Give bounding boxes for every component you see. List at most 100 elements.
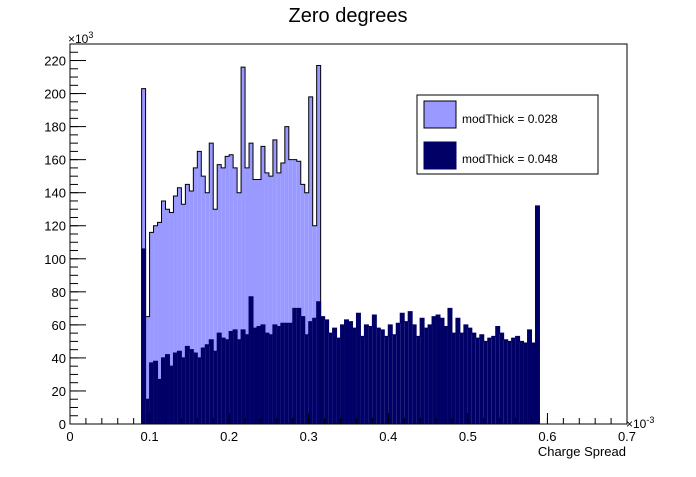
series-1-bar — [245, 167, 250, 425]
series-2-bar — [249, 296, 254, 424]
series-2-bar — [487, 338, 492, 424]
y-tick-label: 160 — [44, 153, 66, 168]
series-2-bar — [503, 339, 508, 424]
series-1-bar — [193, 167, 198, 425]
series-2-bar — [340, 324, 345, 424]
x-tick-label: 0.5 — [459, 429, 477, 444]
series-2-bar — [165, 354, 170, 424]
series-2-bar — [467, 328, 472, 424]
series-1-bar — [268, 176, 273, 424]
series-2-bar — [245, 334, 250, 424]
series-2-bar — [495, 326, 500, 424]
series-1-bar — [300, 184, 305, 424]
series-1-bar — [296, 161, 301, 424]
series-1-bar — [209, 143, 214, 424]
y-axis-multiplier: ×103 — [68, 30, 93, 46]
series-2-bar — [197, 357, 202, 424]
y-tick-label: 200 — [44, 87, 66, 102]
series-2-bar — [157, 379, 162, 424]
series-2-bar — [256, 326, 261, 424]
series-layer — [141, 64, 540, 425]
y-tick-label: 140 — [44, 186, 66, 201]
series-2-bar — [292, 308, 297, 424]
series-2-bar — [241, 329, 246, 424]
series-2-bar — [388, 324, 393, 424]
series-2-bar — [276, 326, 281, 424]
series-2-bar — [304, 334, 309, 424]
y-axis: 0 20 40 60 80 100 120 140 160 180 200 220 — [44, 43, 86, 432]
series-2-bar — [201, 348, 206, 424]
series-2-bar — [463, 324, 468, 424]
series-1-bar — [229, 154, 234, 424]
series-1-bar — [316, 65, 321, 424]
series-2-bar — [189, 349, 194, 424]
series-2-bar — [479, 334, 484, 424]
series-2-bar — [527, 329, 532, 424]
series-1-bar — [308, 96, 313, 424]
series-2-bar — [237, 339, 242, 424]
series-1-bar — [185, 184, 190, 424]
series-2-bar — [217, 333, 222, 424]
series-2-bar — [284, 323, 289, 424]
series-2-bar — [432, 316, 437, 424]
series-2-bar — [153, 361, 158, 424]
series-2-bar — [169, 366, 174, 424]
legend-swatch-series-1 — [423, 100, 457, 129]
series-2-bar — [264, 333, 269, 424]
series-1-bar — [177, 187, 182, 424]
series-2-bar — [209, 339, 214, 424]
series-1-bar — [189, 191, 194, 424]
series-2-bar — [475, 338, 480, 424]
series-2-bar — [447, 308, 452, 424]
series-2-bar — [384, 336, 389, 424]
y-tick-label: 80 — [52, 285, 66, 300]
series-1-bar — [292, 159, 297, 425]
series-2-bar — [392, 334, 397, 424]
series-1-bar — [201, 176, 206, 424]
series-2-bar — [523, 343, 528, 424]
legend-label-series-1: modThick = 0.028 — [462, 112, 558, 126]
x-tick-label: 0.2 — [220, 429, 238, 444]
series-2-bar — [360, 336, 365, 424]
series-1-bar — [288, 159, 293, 425]
series-2-bar — [356, 313, 361, 424]
series-2-bar — [380, 329, 385, 424]
series-1-bar — [173, 196, 178, 424]
series-2-bar — [260, 324, 265, 424]
series-1-bar — [264, 172, 269, 424]
series-2-bar — [507, 341, 512, 424]
series-2-bar — [368, 326, 373, 424]
y-tick-label: 60 — [52, 318, 66, 333]
series-2-bar — [420, 318, 425, 424]
series-2-bar — [288, 323, 293, 424]
series-2-bar — [416, 336, 421, 424]
series-1-bar — [260, 146, 265, 424]
series-1-bar — [280, 162, 285, 424]
series-2-bar — [424, 328, 429, 424]
series-2-bar — [412, 324, 417, 424]
series-2-bar — [253, 328, 257, 424]
series-2-bar — [400, 313, 405, 424]
series-2-bar — [316, 301, 321, 424]
series-2-bar — [511, 338, 516, 424]
series-2-bar — [324, 319, 329, 424]
series-1-bar — [233, 167, 238, 425]
series-1-bar — [221, 167, 226, 425]
series-2-bar — [280, 323, 285, 424]
x-tick-label: 0.3 — [300, 429, 318, 444]
series-1-bar — [217, 164, 222, 424]
series-2-bar — [173, 352, 178, 424]
series-2-bar — [440, 318, 444, 424]
series-2-bar — [436, 314, 441, 424]
series-2-bar — [372, 314, 377, 424]
y-tick-label: 180 — [44, 120, 66, 135]
series-2-bar — [535, 205, 540, 424]
series-2-bar — [145, 399, 150, 424]
series-1-bar — [165, 209, 170, 424]
series-2-bar — [344, 319, 349, 424]
series-2-bar — [348, 321, 353, 424]
series-2-bar — [404, 321, 409, 424]
series-2-outline — [141, 205, 540, 424]
series-2-bar — [455, 318, 460, 424]
series-2-bar — [225, 339, 230, 424]
